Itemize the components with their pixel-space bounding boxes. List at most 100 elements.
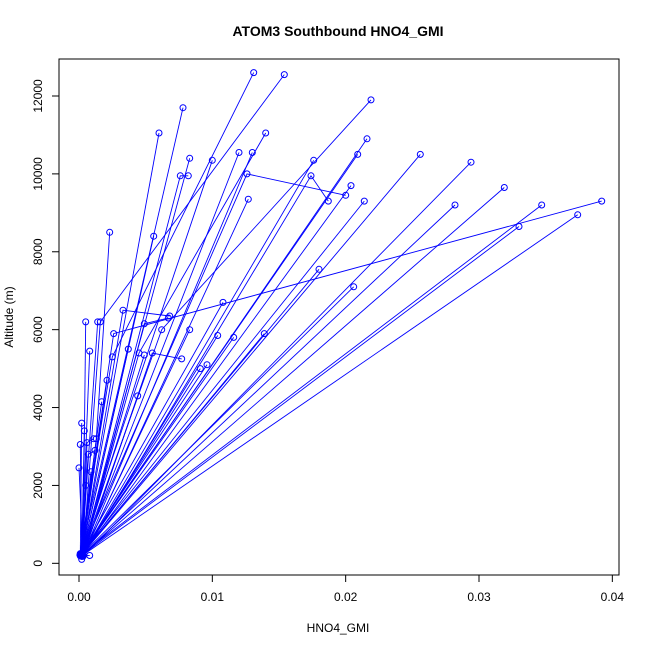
data-point-33-2	[119, 306, 127, 314]
data-point-5-3	[598, 197, 606, 205]
data-point-25-2	[451, 201, 459, 209]
data-point-11-2	[235, 149, 243, 156]
data-point-33-3	[166, 312, 174, 320]
profile-line-31	[81, 286, 355, 555]
profile-line-55	[81, 471, 92, 556]
data-point-44-2	[134, 392, 142, 400]
data-point-27-2	[347, 182, 355, 190]
data-point-49-2	[94, 318, 102, 326]
data-point-58-2	[86, 552, 94, 559]
data-point-12-2	[248, 149, 256, 156]
data-point-8-3	[262, 129, 270, 137]
profile-line-34	[79, 302, 224, 556]
profile-line-23	[81, 214, 578, 557]
profile-line-45	[81, 380, 108, 556]
profile-line-44	[82, 395, 139, 557]
profile-line-27	[81, 185, 352, 556]
x-tick-label: 0.01	[201, 590, 225, 604]
data-point-45-2	[103, 376, 111, 384]
data-point-59-1	[78, 552, 86, 559]
data-point-13-2	[176, 172, 184, 180]
profile-line-41	[81, 354, 145, 556]
profile-line-18	[79, 154, 359, 556]
profile-line-24	[82, 226, 520, 555]
data-point-41-2	[140, 351, 148, 359]
profile-line-25	[81, 204, 456, 556]
data-point-16-2	[307, 172, 315, 180]
data-point-36-2	[186, 326, 194, 334]
data-point-5-2	[110, 330, 118, 338]
data-point-10-2	[208, 156, 216, 164]
data-point-52-3	[90, 435, 98, 443]
data-point-19-2	[416, 150, 424, 158]
profile-line-38	[79, 337, 235, 557]
profile-line-5	[79, 200, 602, 556]
profile-line-7	[79, 107, 184, 555]
data-point-6-2	[155, 129, 163, 137]
profile-line-8	[82, 132, 267, 556]
profile-line-36	[82, 329, 191, 555]
y-tick-label: 10000	[31, 157, 45, 191]
x-tick-label: 0.04	[601, 590, 625, 604]
data-point-40-2	[148, 349, 156, 357]
data-point-39-2	[260, 330, 268, 338]
data-point-56-2	[75, 464, 83, 472]
data-point-2-2	[108, 353, 116, 361]
data-point-38-2	[230, 333, 238, 341]
data-point-59-2	[78, 555, 86, 563]
data-point-54-3	[91, 446, 99, 454]
data-point-2-3	[250, 69, 258, 77]
x-tick-label: 0.03	[467, 590, 491, 604]
data-point-42-2	[203, 361, 211, 369]
profile-line-52	[82, 438, 94, 556]
data-point-9-2	[186, 154, 194, 162]
data-point-1-2	[92, 435, 100, 443]
data-point-35-2	[124, 345, 132, 353]
y-tick-label: 0	[31, 560, 45, 567]
data-point-20-2	[467, 158, 475, 166]
profile-line-35	[81, 349, 129, 556]
profile-line-21	[81, 187, 505, 556]
data-point-16-3	[324, 197, 332, 205]
y-tick-label: 12000	[31, 79, 45, 113]
x-tick-label: 0.00	[67, 590, 91, 604]
data-point-30-2	[315, 265, 323, 273]
data-point-37-2	[214, 332, 222, 339]
data-point-1-3	[106, 228, 114, 236]
data-point-17-2	[363, 135, 371, 143]
profile-line-26	[79, 200, 365, 555]
data-point-14-3	[342, 191, 350, 199]
data-point-14-2	[243, 170, 251, 178]
data-point-34-2	[219, 298, 227, 306]
x-tick-label: 0.02	[334, 590, 358, 604]
data-point-40-3	[178, 355, 186, 363]
data-point-52-2	[83, 439, 91, 447]
y-tick-label: 6000	[31, 316, 45, 343]
y-axis: 0 2000 4000 6000 8000 10000 12000	[31, 79, 60, 567]
data-point-32-2	[140, 320, 148, 328]
profile-line-20	[82, 161, 472, 557]
data-point-4-2	[158, 326, 166, 334]
y-tick-label: 8000	[31, 238, 45, 265]
data-point-3-3	[280, 71, 288, 79]
data-point-22-2	[538, 201, 546, 209]
profile-line-43	[81, 368, 201, 555]
data-point-53-2	[76, 441, 84, 448]
y-tick-label: 2000	[31, 472, 45, 499]
data-point-57-2	[82, 481, 90, 489]
data-point-21-2	[500, 184, 508, 191]
data-point-23-2	[574, 211, 582, 219]
profile-line-15	[81, 160, 315, 556]
x-axis-label: HNO4_GMI	[307, 621, 370, 635]
data-point-18-2	[354, 150, 362, 158]
data-point-51-2	[80, 427, 88, 435]
profile-line-19	[81, 154, 421, 555]
profile-line-39	[81, 333, 265, 555]
data-point-47-2	[86, 347, 94, 355]
data-point-13-3	[184, 172, 192, 180]
profile-line-57	[81, 485, 87, 555]
data-point-29-2	[150, 232, 158, 240]
profile-line-4	[81, 99, 372, 555]
y-tick-label: 4000	[31, 394, 45, 421]
